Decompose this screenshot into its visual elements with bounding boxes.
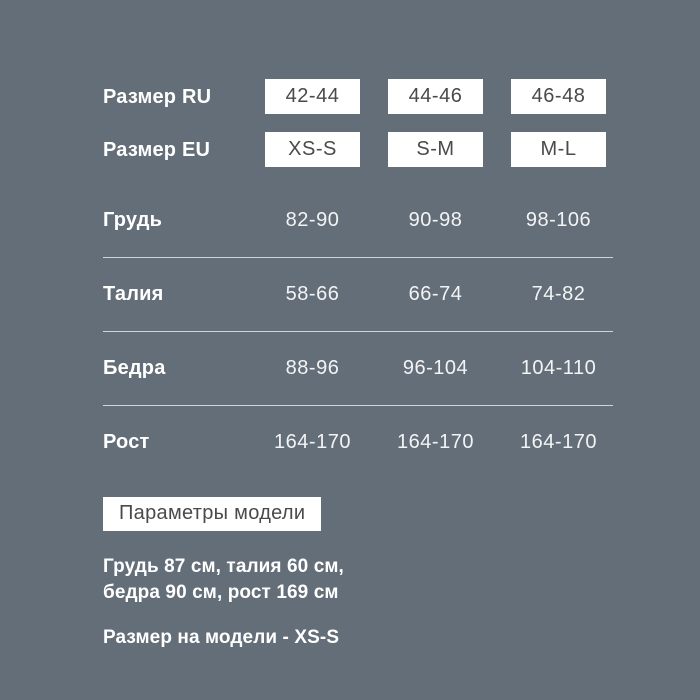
cell-height-col3: 164-170 bbox=[520, 431, 597, 453]
row-label-bust: Грудь bbox=[103, 209, 163, 231]
table-row-waist: Талия 58-66 66-74 74-82 bbox=[103, 258, 613, 331]
cell-bust-col1: 82-90 bbox=[285, 209, 340, 231]
cell-hips-col2: 96-104 bbox=[402, 357, 469, 379]
cell-size-eu-col3: M-L bbox=[511, 132, 606, 167]
row-divider bbox=[103, 257, 613, 258]
model-measurements-line-2: бедра 90 см, рост 169 см bbox=[103, 582, 339, 603]
row-divider bbox=[103, 331, 613, 332]
row-label-size-eu: Размер EU bbox=[103, 138, 211, 161]
model-measurements: Грудь 87 см, талия 60 см, бедра 90 см, р… bbox=[103, 554, 623, 606]
table-row-bust: Грудь 82-90 90-98 98-106 bbox=[103, 184, 613, 257]
cell-bust-col2: 90-98 bbox=[408, 209, 463, 231]
cell-size-eu-col1: XS-S bbox=[265, 132, 360, 167]
row-label-size-ru: Размер RU bbox=[103, 85, 212, 108]
row-divider bbox=[103, 405, 613, 406]
cell-bust-col3: 98-106 bbox=[525, 209, 592, 231]
cell-hips-col1: 88-96 bbox=[285, 357, 340, 379]
model-parameters-title: Параметры модели bbox=[103, 497, 322, 531]
cell-hips-col3: 104-110 bbox=[520, 357, 597, 379]
cell-waist-col2: 66-74 bbox=[408, 283, 463, 305]
cell-waist-col1: 58-66 bbox=[285, 283, 340, 305]
table-row-size-eu: Размер EU XS-S S-M M-L bbox=[103, 131, 613, 168]
table-row-height: Рост 164-170 164-170 164-170 bbox=[103, 406, 613, 479]
row-label-hips: Бедра bbox=[103, 357, 166, 379]
table-row-hips: Бедра 88-96 96-104 104-110 bbox=[103, 332, 613, 405]
model-size-line: Размер на модели - XS-S bbox=[103, 627, 340, 648]
model-parameters-block: Параметры модели Грудь 87 см, талия 60 с… bbox=[103, 497, 623, 649]
cell-height-col2: 164-170 bbox=[397, 431, 474, 453]
cell-size-ru-col3: 46-48 bbox=[511, 79, 606, 114]
row-label-height: Рост bbox=[103, 431, 150, 453]
cell-size-eu-col2: S-M bbox=[388, 132, 483, 167]
table-row-size-ru: Размер RU 42-44 44-46 46-48 bbox=[103, 78, 613, 115]
cell-size-ru-col1: 42-44 bbox=[265, 79, 360, 114]
cell-waist-col3: 74-82 bbox=[531, 283, 586, 305]
cell-size-ru-col2: 44-46 bbox=[388, 79, 483, 114]
cell-height-col1: 164-170 bbox=[274, 431, 351, 453]
size-table: Размер RU 42-44 44-46 46-48 Размер EU XS… bbox=[103, 78, 613, 479]
row-label-waist: Талия bbox=[103, 283, 164, 305]
model-measurements-line-1: Грудь 87 см, талия 60 см, bbox=[103, 556, 344, 577]
